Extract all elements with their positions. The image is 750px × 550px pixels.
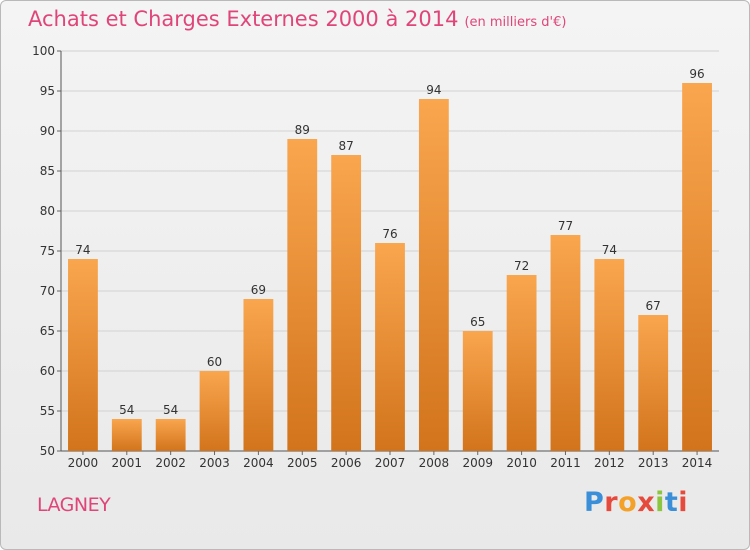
bar-value-label: 54 bbox=[163, 403, 178, 417]
bar[interactable] bbox=[243, 299, 274, 451]
bar-value-label: 94 bbox=[426, 83, 441, 97]
logo-letter: x bbox=[637, 487, 656, 518]
x-tick-label: 2004 bbox=[243, 456, 274, 470]
bar[interactable] bbox=[331, 155, 362, 451]
bar-value-label: 60 bbox=[207, 355, 222, 369]
x-tick-label: 2011 bbox=[550, 456, 581, 470]
bar[interactable] bbox=[462, 331, 493, 451]
bar[interactable] bbox=[111, 419, 142, 451]
bar-value-label: 72 bbox=[514, 259, 529, 273]
x-tick-label: 2009 bbox=[462, 456, 493, 470]
x-tick-label: 2003 bbox=[199, 456, 230, 470]
x-tick-label: 2013 bbox=[638, 456, 669, 470]
bar-value-label: 77 bbox=[558, 219, 573, 233]
labels: 50 55 60 65 70 75 80 85 90 95 100 74 2000 54 2001 54 200… bbox=[32, 44, 712, 470]
x-tick-label: 2007 bbox=[375, 456, 406, 470]
x-tick-label: 2012 bbox=[594, 456, 625, 470]
bar-value-label: 69 bbox=[251, 283, 266, 297]
bar[interactable] bbox=[550, 235, 581, 451]
x-tick-label: 2008 bbox=[419, 456, 450, 470]
proxiti-logo[interactable]: Proxiti bbox=[584, 487, 688, 518]
y-tick-label: 80 bbox=[40, 204, 55, 218]
bar[interactable] bbox=[682, 83, 712, 451]
logo-letter: r bbox=[604, 487, 619, 518]
bar-value-label: 76 bbox=[382, 227, 397, 241]
x-tick-label: 2006 bbox=[331, 456, 362, 470]
bar-value-label: 54 bbox=[119, 403, 134, 417]
y-tick-label: 95 bbox=[40, 84, 55, 98]
y-tick-label: 55 bbox=[40, 404, 55, 418]
bar[interactable] bbox=[199, 371, 230, 451]
bar[interactable] bbox=[506, 275, 537, 451]
x-tick-label: 2000 bbox=[68, 456, 99, 470]
y-tick-label: 50 bbox=[40, 444, 55, 458]
logo-letter: i bbox=[655, 487, 665, 518]
chart-subtitle: (en milliers d'€) bbox=[464, 15, 567, 30]
bar[interactable] bbox=[375, 243, 405, 451]
y-tick-label: 100 bbox=[32, 44, 55, 58]
logo-letter: t bbox=[664, 487, 679, 518]
bar-value-label: 87 bbox=[338, 139, 353, 153]
y-tick-label: 65 bbox=[40, 324, 55, 338]
commune-name: LAGNEY bbox=[37, 494, 111, 516]
y-tick-label: 90 bbox=[40, 124, 55, 138]
bar-value-label: 74 bbox=[602, 243, 617, 257]
y-tick-label: 75 bbox=[40, 244, 55, 258]
bar[interactable] bbox=[155, 419, 186, 451]
logo-letter: P bbox=[584, 487, 605, 518]
x-tick-label: 2005 bbox=[287, 456, 318, 470]
y-tick-label: 60 bbox=[40, 364, 55, 378]
bar-value-label: 74 bbox=[75, 243, 90, 257]
bar[interactable] bbox=[638, 315, 669, 451]
x-tick-label: 2002 bbox=[155, 456, 186, 470]
y-tick-label: 70 bbox=[40, 284, 55, 298]
bar[interactable] bbox=[418, 99, 449, 451]
y-tick-label: 85 bbox=[40, 164, 55, 178]
bar[interactable] bbox=[594, 259, 625, 451]
bar[interactable] bbox=[68, 259, 98, 451]
bar[interactable] bbox=[287, 139, 318, 451]
x-tick-label: 2010 bbox=[506, 456, 537, 470]
chart-title-text: Achats et Charges Externes 2000 à 2014 bbox=[28, 7, 459, 31]
bar-value-label: 65 bbox=[470, 315, 485, 329]
logo-letter: o bbox=[618, 487, 638, 518]
logo-letter: i bbox=[678, 487, 689, 518]
chart-title: Achats et Charges Externes 2000 à 2014 (e… bbox=[28, 7, 566, 31]
x-tick-label: 2001 bbox=[112, 456, 143, 470]
bar-value-label: 89 bbox=[295, 123, 310, 137]
bar-value-label: 67 bbox=[646, 299, 661, 313]
x-tick-label: 2014 bbox=[682, 456, 713, 470]
bars bbox=[68, 83, 712, 451]
bar-value-label: 96 bbox=[689, 67, 704, 81]
